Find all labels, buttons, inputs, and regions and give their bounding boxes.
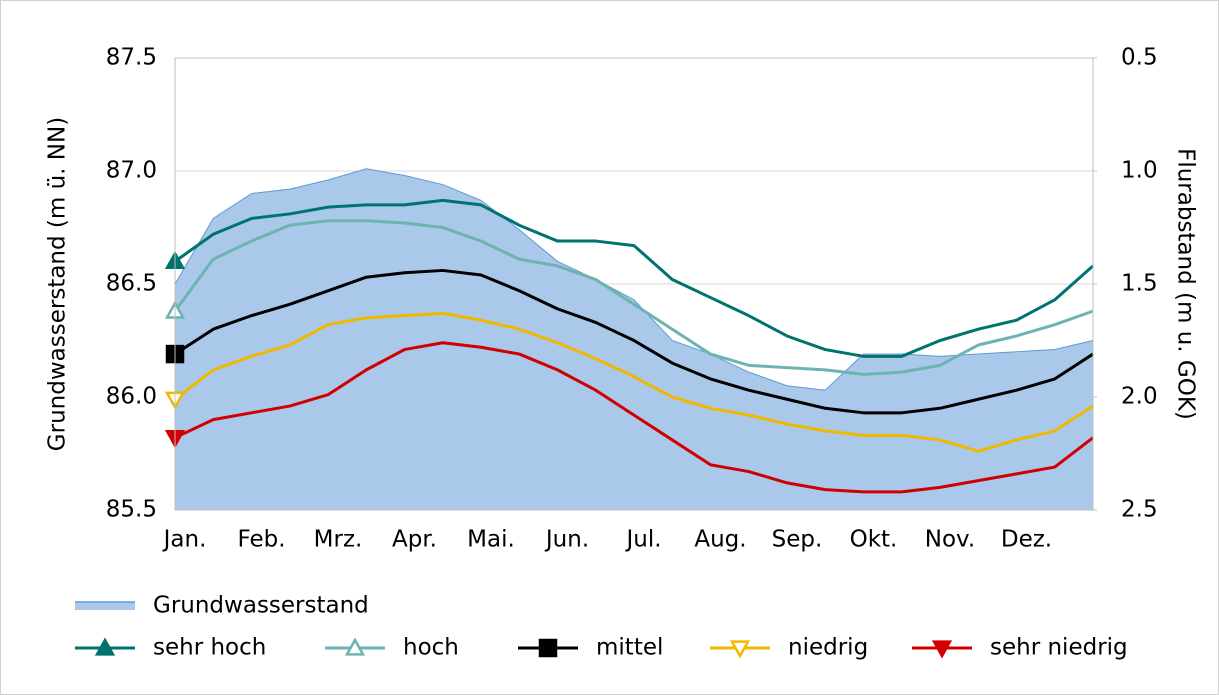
- y2-axis-label: Flurabstand (m u. GOK): [1173, 148, 1199, 420]
- x-tick-label: Jul.: [624, 527, 661, 553]
- x-tick-label: Jun.: [544, 527, 589, 553]
- legend-label: Grundwasserstand: [153, 593, 369, 619]
- x-tick-label: Aug.: [694, 527, 746, 553]
- y2-tick-label: 2.0: [1121, 384, 1158, 410]
- y2-tick-label: 1.5: [1121, 271, 1158, 297]
- legend-marker: [344, 637, 366, 656]
- y-tick-label: 87.5: [106, 45, 157, 71]
- legend-label: hoch: [403, 635, 459, 661]
- y-tick-label: 85.5: [106, 497, 157, 523]
- y-axis-label: Grundwasserstand (m ü. NN): [45, 117, 71, 451]
- y-tick-label: 86.5: [106, 271, 157, 297]
- y2-tick-label: 2.5: [1121, 497, 1158, 523]
- legend-label: mittel: [596, 635, 663, 661]
- legend-marker: [538, 638, 558, 658]
- legend-label: sehr hoch: [153, 635, 266, 661]
- legend-label: sehr niedrig: [990, 635, 1128, 661]
- line: [174, 198, 1094, 358]
- y-tick-label: 87.0: [106, 158, 157, 184]
- legend-marker: [94, 637, 116, 656]
- x-tick-label: Mrz.: [314, 527, 363, 553]
- x-tick-label: Nov.: [925, 527, 975, 553]
- y-tick-label: 86.0: [106, 384, 157, 410]
- x-tick-label: Apr.: [392, 527, 437, 553]
- legend-marker: [729, 640, 751, 659]
- x-tick-label: Dez.: [1001, 527, 1052, 553]
- line: [174, 268, 1094, 415]
- x-tick-label: Sep.: [772, 527, 823, 553]
- line: [174, 341, 1094, 494]
- y2-tick-label: 1.0: [1121, 158, 1158, 184]
- x-tick-label: Feb.: [237, 527, 285, 553]
- x-tick-label: Mai.: [467, 527, 515, 553]
- legend-marker: [931, 640, 953, 659]
- y2-tick-label: 0.5: [1121, 45, 1158, 71]
- plot-frame: [174, 57, 1094, 511]
- x-tick-label: Okt.: [850, 527, 898, 553]
- x-tick-label: Jan.: [162, 527, 207, 553]
- line: [173, 219, 1094, 376]
- line: [174, 311, 1094, 453]
- legend-label: niedrig: [788, 635, 868, 661]
